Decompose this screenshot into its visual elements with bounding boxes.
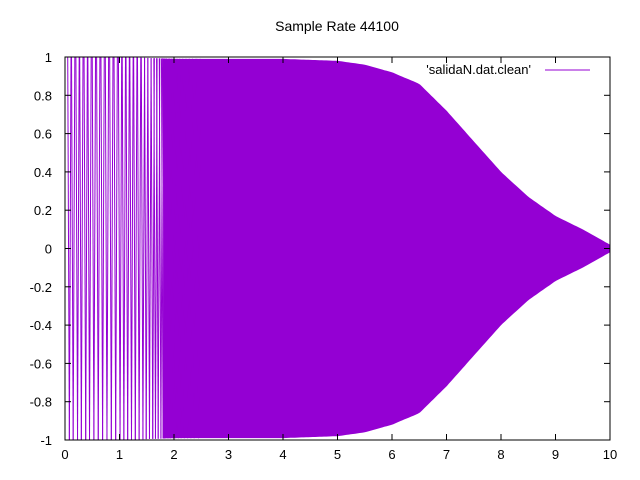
series-spike	[145, 57, 149, 440]
series-spike	[109, 56, 112, 441]
x-tick-label: 8	[497, 447, 504, 462]
plot-area	[67, 56, 610, 441]
series-spike	[190, 58, 194, 439]
series-spike	[160, 58, 164, 439]
x-tick-label: 6	[388, 447, 395, 462]
series-spike	[91, 56, 95, 441]
y-tick-label: -0.8	[30, 395, 52, 410]
y-tick-label: -0.6	[30, 356, 52, 371]
x-tick-label: 7	[443, 447, 450, 462]
series-spike	[83, 56, 87, 441]
series-spike	[134, 57, 138, 440]
series-spike	[172, 58, 176, 439]
series-spike	[89, 56, 92, 441]
y-tick-label: 0	[45, 242, 52, 257]
series-spike	[162, 58, 166, 439]
series-spike	[198, 58, 201, 439]
series-spike	[115, 56, 118, 441]
series-spike	[127, 57, 130, 440]
series-spike	[187, 58, 190, 439]
x-tick-label: 4	[279, 447, 286, 462]
series-spike	[104, 56, 108, 441]
y-tick-label: 0.6	[34, 127, 52, 142]
series-envelope-fill	[163, 58, 610, 439]
x-tick-label: 10	[603, 447, 617, 462]
series-spike	[75, 56, 79, 441]
series-spike	[148, 57, 152, 440]
series-spike	[136, 57, 140, 440]
y-tick-label: 0.8	[34, 88, 52, 103]
series-spike	[121, 57, 125, 440]
x-tick-label: 3	[225, 447, 232, 462]
series-spike	[97, 56, 101, 441]
series-spike	[178, 58, 182, 439]
y-tick-label: -0.2	[30, 280, 52, 295]
series-spike	[138, 57, 142, 440]
series-spike	[142, 57, 146, 440]
series-spike	[156, 58, 159, 439]
x-tick-label: 9	[552, 447, 559, 462]
series-spike	[193, 58, 197, 439]
series-spike	[72, 56, 76, 441]
series-spike	[125, 57, 129, 440]
series-spike	[164, 58, 167, 439]
y-tick-label: -1	[40, 433, 52, 448]
series-spike	[158, 58, 162, 439]
series-spike	[85, 56, 88, 441]
series-spike	[130, 57, 134, 440]
series-spike	[165, 58, 169, 439]
series-spike	[147, 57, 150, 440]
x-tick-label: 5	[334, 447, 341, 462]
series-spike	[140, 57, 144, 440]
x-tick-label: 0	[61, 447, 68, 462]
series-spike	[183, 58, 187, 439]
series-spike	[167, 58, 171, 439]
series-spike	[80, 56, 84, 441]
series-spike	[113, 56, 117, 441]
series-spike	[123, 57, 126, 440]
axes: 0 1 2 3 4 5 6 7 8 9 10 1 0.8 0.6 0.4 0.2 0 -0.2 -0.4 -0.6 -0…	[30, 50, 618, 462]
series-spike	[144, 57, 147, 440]
series-spike	[192, 58, 195, 439]
series-spike	[87, 56, 91, 441]
series-spike	[106, 56, 110, 441]
series-spike	[119, 56, 123, 441]
series-spike	[185, 58, 189, 439]
x-tick-label: 2	[170, 447, 177, 462]
series-spike	[93, 56, 97, 441]
series-spike	[150, 58, 154, 439]
series-spike	[188, 58, 192, 439]
series-spike	[160, 58, 164, 439]
series-spike	[71, 56, 74, 441]
series-spike	[153, 58, 156, 439]
chart-title: Sample Rate 44100	[275, 18, 399, 34]
series-spike	[129, 57, 132, 440]
y-tick-label: -0.4	[30, 318, 52, 333]
series-spike	[110, 56, 114, 441]
series-spike	[117, 56, 121, 441]
series-spike	[168, 58, 171, 439]
series-spike	[77, 56, 80, 441]
series-spike	[100, 56, 104, 441]
series-spike	[182, 58, 185, 439]
y-tick-label: 1	[45, 50, 52, 65]
series-spike	[169, 58, 173, 439]
series-spike	[176, 58, 179, 439]
y-tick-label: 0.2	[34, 203, 52, 218]
series-spike	[96, 56, 99, 441]
series-spike	[133, 57, 136, 440]
series-spike	[180, 58, 184, 439]
series-spike	[196, 58, 200, 439]
legend-label: 'salidaN.dat.clean'	[426, 62, 531, 77]
series-spike	[171, 58, 174, 439]
series-spike	[173, 58, 177, 439]
x-tick-label: 1	[116, 447, 123, 462]
series-spike	[79, 56, 82, 441]
legend: 'salidaN.dat.clean'	[426, 62, 590, 77]
series-spike	[102, 56, 105, 441]
y-tick-label: 0.4	[34, 165, 52, 180]
